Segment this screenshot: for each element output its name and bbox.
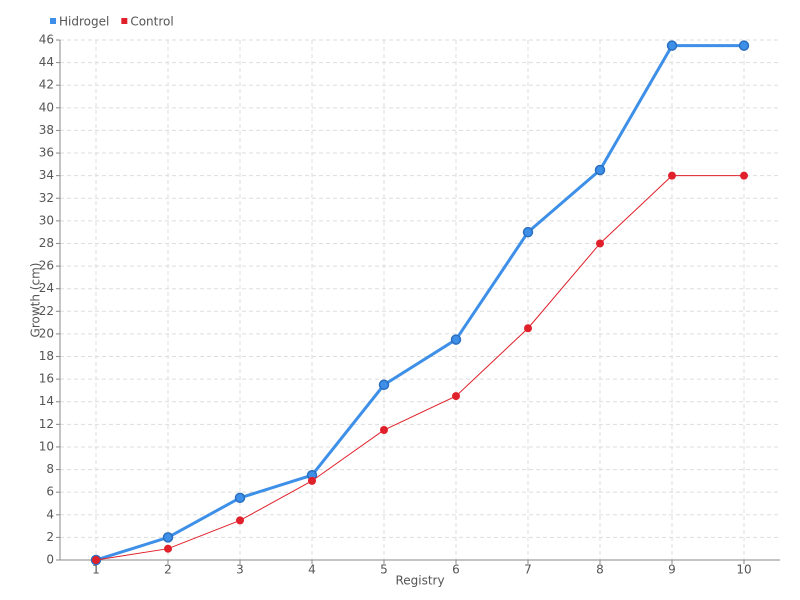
- y-tick-label: 34: [39, 168, 54, 182]
- data-point: [164, 544, 172, 553]
- x-tick-label: 4: [308, 563, 316, 577]
- x-tick-label: 8: [596, 563, 604, 577]
- data-point: [378, 379, 390, 391]
- y-tick-label: 38: [39, 123, 54, 137]
- data-point: [524, 324, 532, 333]
- legend-swatch: [121, 18, 128, 24]
- y-tick-label: 2: [46, 530, 54, 544]
- y-tick-label: 46: [39, 33, 54, 47]
- y-tick-label: 28: [39, 236, 54, 250]
- series-line: [95, 175, 744, 561]
- y-tick-label: 30: [39, 213, 54, 227]
- data-point: [452, 392, 460, 401]
- data-point: [668, 171, 676, 180]
- y-tick-label: 18: [39, 349, 54, 363]
- data-point: [308, 476, 316, 485]
- y-tick-label: 36: [39, 146, 54, 160]
- y-tick-label: 24: [39, 281, 54, 295]
- data-point: [738, 40, 750, 51]
- y-tick-label: 44: [39, 55, 54, 69]
- y-tick-label: 40: [39, 100, 54, 114]
- x-tick-label: 3: [236, 563, 244, 577]
- data-point: [450, 334, 462, 345]
- y-tick-label: 14: [39, 394, 54, 408]
- y-tick-label: 16: [39, 372, 54, 386]
- legend-label: Control: [130, 15, 173, 29]
- y-tick-label: 8: [46, 462, 54, 476]
- data-point: [522, 226, 534, 238]
- x-tick-label: 5: [380, 563, 388, 577]
- y-axis-label: Growth (cm): [29, 263, 43, 338]
- data-point: [234, 492, 246, 504]
- x-tick-label: 2: [164, 563, 172, 577]
- data-point: [380, 426, 388, 434]
- y-tick-label: 32: [39, 191, 54, 205]
- data-point: [162, 532, 174, 543]
- legend-label: Hidrogel: [59, 15, 109, 29]
- x-tick-label: 7: [524, 563, 532, 577]
- data-point: [236, 516, 244, 525]
- data-point: [740, 171, 748, 180]
- y-tick-label: 6: [46, 485, 54, 499]
- data-point: [92, 556, 100, 564]
- x-tick-label: 9: [668, 563, 676, 577]
- y-tick-label: 10: [39, 439, 54, 453]
- x-axis-label: Registry: [395, 574, 444, 588]
- y-tick-label: 26: [39, 259, 54, 273]
- series-line: [95, 44, 744, 562]
- legend-swatch: [50, 18, 56, 24]
- y-tick-label: 42: [39, 78, 54, 92]
- x-tick-label: 6: [452, 563, 460, 577]
- y-tick-label: 12: [39, 417, 54, 431]
- y-tick-label: 22: [39, 304, 54, 318]
- x-tick-label: 1: [92, 563, 100, 577]
- data-point: [596, 239, 604, 248]
- data-point: [594, 164, 606, 176]
- y-tick-label: 0: [46, 553, 54, 567]
- y-tick-label: 4: [46, 507, 54, 521]
- y-tick-label: 20: [39, 326, 54, 340]
- data-point: [666, 40, 678, 51]
- x-tick-label: 10: [736, 563, 751, 577]
